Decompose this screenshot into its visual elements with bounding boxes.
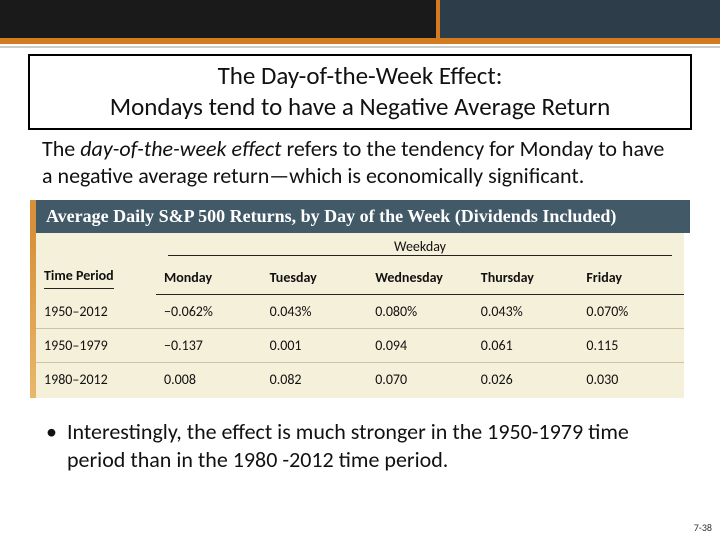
col-wednesday: Wednesday <box>367 265 473 295</box>
col-tuesday: Tuesday <box>262 265 368 295</box>
table-row: 1950–2012 −0.062% 0.043% 0.080% 0.043% 0… <box>36 295 684 329</box>
table-header-row: Time Period Monday Tuesday Wednesday Thu… <box>36 265 684 295</box>
cell: 0.094 <box>367 329 473 363</box>
table-row: 1980–2012 0.008 0.082 0.070 0.026 0.030 <box>36 363 684 397</box>
cell: 0.115 <box>578 329 684 363</box>
returns-table: Average Daily S&P 500 Returns, by Day of… <box>36 200 684 399</box>
top-banner <box>0 0 720 38</box>
cell: 0.061 <box>473 329 579 363</box>
title-line-2: Mondays tend to have a Negative Average … <box>38 91 682 122</box>
cell: 0.008 <box>156 363 262 397</box>
definition-term: day-of-the-week effect <box>80 135 281 162</box>
cell: 0.070% <box>578 295 684 329</box>
bullet-text: Interestingly, the effect is much strong… <box>67 418 674 473</box>
bullet-marker: • <box>46 418 57 473</box>
data-table: Weekday Time Period Monday Tuesday Wedne… <box>36 233 684 397</box>
table-accent-edge <box>30 233 36 399</box>
gray-stripe <box>0 46 720 48</box>
row-label: 1950–2012 <box>36 295 156 329</box>
cell: 0.070 <box>367 363 473 397</box>
cell: 0.043% <box>262 295 368 329</box>
cell: 0.001 <box>262 329 368 363</box>
cell: 0.026 <box>473 363 579 397</box>
cell: 0.043% <box>473 295 579 329</box>
cell: 0.030 <box>578 363 684 397</box>
col-friday: Friday <box>578 265 684 295</box>
cell: −0.062% <box>156 295 262 329</box>
slide-title: The Day-of-the-Week Effect: Mondays tend… <box>28 54 692 130</box>
col-thursday: Thursday <box>473 265 579 295</box>
cell: 0.080% <box>367 295 473 329</box>
col-monday: Monday <box>156 265 262 295</box>
table-body: 1950–2012 −0.062% 0.043% 0.080% 0.043% 0… <box>36 295 684 397</box>
table-title: Average Daily S&P 500 Returns, by Day of… <box>30 200 690 233</box>
table-super-header: Weekday <box>394 238 446 255</box>
row-label: 1950–1979 <box>36 329 156 363</box>
bullet-point: • Interestingly, the effect is much stro… <box>46 418 674 473</box>
table-row: 1950–1979 −0.137 0.001 0.094 0.061 0.115 <box>36 329 684 363</box>
title-line-1: The Day-of-the-Week Effect: <box>38 60 682 91</box>
row-label-header: Time Period <box>44 267 114 289</box>
cell: −0.137 <box>156 329 262 363</box>
slide-number: 7-38 <box>694 521 712 534</box>
cell: 0.082 <box>262 363 368 397</box>
definition-paragraph: The day-of-the-week effect refers to the… <box>42 136 678 190</box>
definition-prefix: The <box>42 135 80 162</box>
row-label: 1980–2012 <box>36 363 156 397</box>
